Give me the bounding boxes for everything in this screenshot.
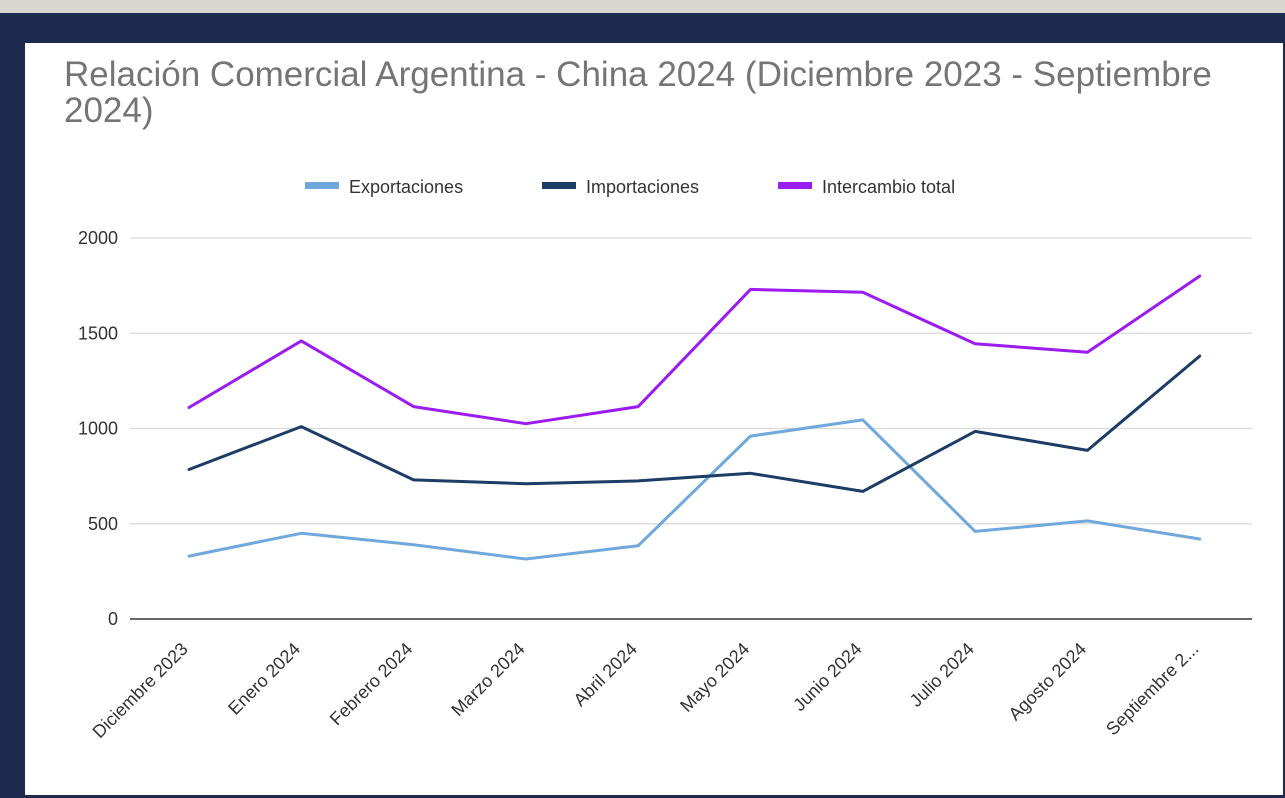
x-tick-label: Diciembre 2023 (89, 639, 192, 742)
x-tick-label: Febrero 2024 (326, 639, 417, 730)
series-lines (187, 274, 1202, 561)
x-tick-label: Septiembre 2... (1102, 639, 1202, 739)
y-tick-label: 0 (108, 609, 118, 629)
legend-swatch (542, 182, 576, 189)
y-axis-ticks: 0 500 1000 1500 2000 (78, 228, 118, 629)
chart-card (25, 43, 1283, 795)
x-tick-label: Mayo 2024 (676, 639, 753, 716)
x-tick-label: Julio 2024 (906, 639, 978, 711)
series-line-1 (187, 418, 1202, 561)
x-tick-label: Agosto 2024 (1005, 639, 1091, 725)
legend-label: Intercambio total (822, 177, 955, 197)
legend-label: Importaciones (586, 177, 699, 197)
outer-frame (0, 13, 1285, 798)
legend: Exportaciones Importaciones Intercambio to… (305, 177, 955, 197)
legend-label: Exportaciones (349, 177, 463, 197)
x-tick-label: Abril 2024 (570, 639, 641, 710)
x-axis-ticks: Diciembre 2023 Enero 2024 Febrero 2024 Marz… (89, 639, 1203, 742)
y-tick-label: 500 (88, 514, 118, 534)
x-tick-label: Enero 2024 (224, 639, 304, 719)
legend-swatch (305, 182, 339, 189)
series-line-3 (187, 274, 1202, 426)
y-tick-label: 1000 (78, 419, 118, 439)
x-tick-label: Junio 2024 (789, 639, 865, 715)
x-tick-label: Marzo 2024 (447, 639, 528, 720)
y-tick-label: 2000 (78, 228, 118, 248)
y-tick-label: 1500 (78, 323, 118, 343)
legend-swatch (778, 182, 812, 189)
series-line-2 (187, 354, 1202, 493)
chart-title: Relación Comercial Argentina - China 202… (64, 55, 1212, 130)
